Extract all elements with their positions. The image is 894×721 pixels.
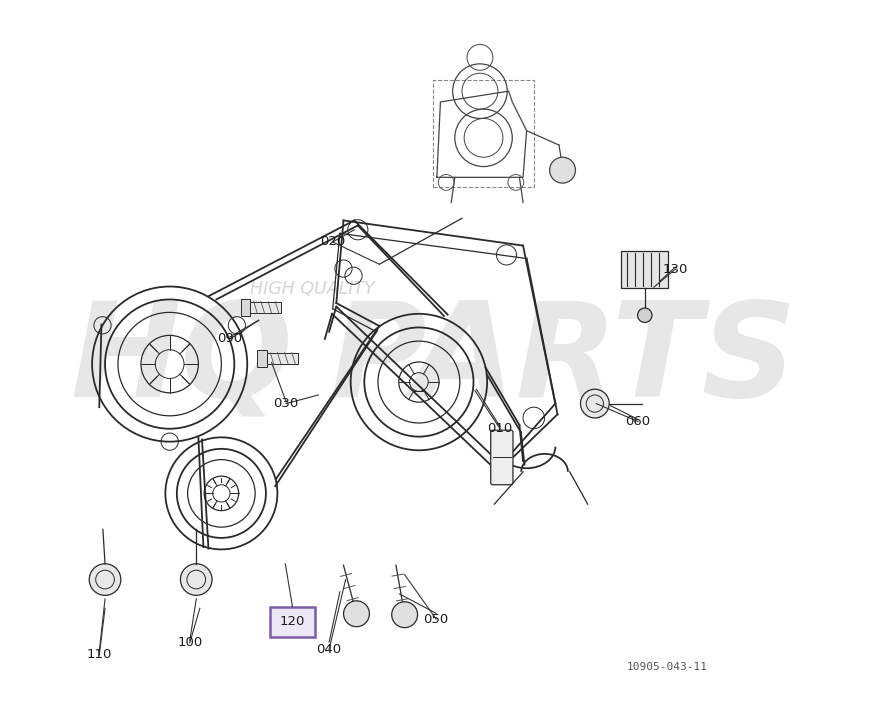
Circle shape: [550, 157, 576, 183]
Text: 110: 110: [87, 648, 112, 661]
Text: 060: 060: [626, 415, 651, 428]
Text: 130: 130: [662, 262, 688, 276]
Text: HQ: HQ: [71, 297, 293, 424]
Text: 030: 030: [274, 397, 299, 410]
Polygon shape: [266, 353, 298, 364]
FancyBboxPatch shape: [270, 607, 315, 637]
Polygon shape: [257, 350, 266, 367]
Circle shape: [89, 564, 121, 596]
Circle shape: [343, 601, 369, 627]
Text: 090: 090: [217, 332, 242, 345]
FancyBboxPatch shape: [491, 430, 513, 485]
Text: 010: 010: [487, 423, 512, 435]
Text: 040: 040: [316, 642, 342, 655]
Bar: [621, 251, 668, 288]
Polygon shape: [250, 301, 281, 313]
Circle shape: [181, 564, 212, 596]
Text: 020: 020: [320, 236, 345, 249]
Text: 100: 100: [177, 636, 202, 650]
Circle shape: [392, 602, 417, 628]
Text: 120: 120: [280, 616, 305, 629]
Text: PARTS: PARTS: [329, 297, 797, 424]
Text: 050: 050: [424, 613, 449, 626]
Polygon shape: [240, 298, 250, 316]
Circle shape: [637, 308, 652, 322]
Circle shape: [580, 389, 609, 418]
Text: 10905-043-11: 10905-043-11: [628, 662, 708, 672]
Text: HIGH QUALITY: HIGH QUALITY: [250, 280, 375, 298]
